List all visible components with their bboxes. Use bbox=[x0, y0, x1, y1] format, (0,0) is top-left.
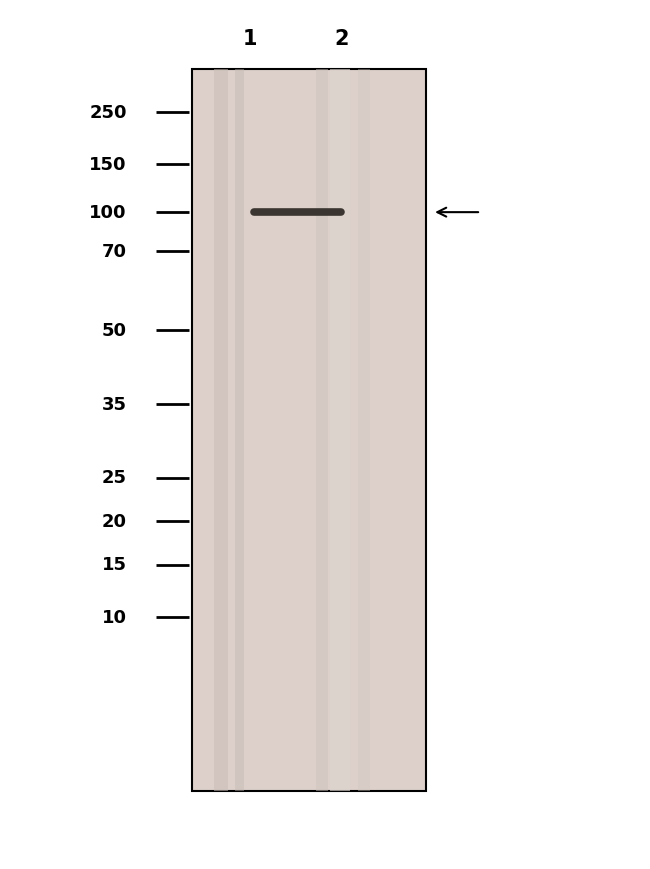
Text: 100: 100 bbox=[89, 204, 127, 222]
Bar bbox=[235, 70, 244, 791]
Bar bbox=[330, 70, 350, 791]
Bar bbox=[214, 70, 228, 791]
Text: 2: 2 bbox=[334, 30, 348, 49]
Text: 25: 25 bbox=[102, 469, 127, 487]
Bar bbox=[358, 70, 370, 791]
Text: 1: 1 bbox=[243, 30, 257, 49]
Text: 10: 10 bbox=[102, 608, 127, 626]
Text: 70: 70 bbox=[102, 243, 127, 261]
Text: 15: 15 bbox=[102, 556, 127, 574]
Text: 150: 150 bbox=[89, 156, 127, 174]
Text: 50: 50 bbox=[102, 322, 127, 339]
Bar bbox=[316, 70, 328, 791]
Text: 35: 35 bbox=[102, 395, 127, 413]
Bar bbox=[192, 70, 426, 791]
Text: 250: 250 bbox=[89, 104, 127, 122]
Text: 20: 20 bbox=[102, 513, 127, 530]
